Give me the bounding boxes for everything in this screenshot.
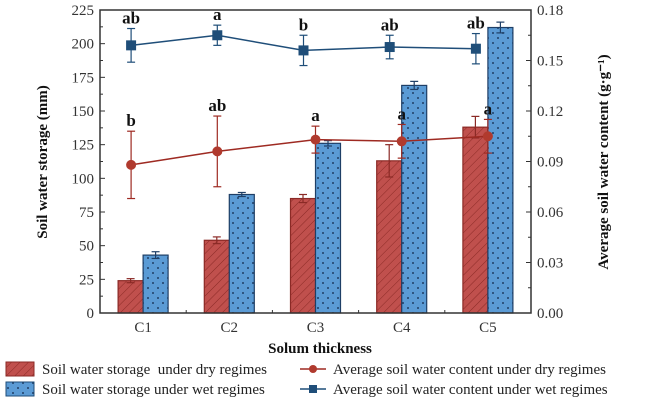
legend-item-dry-content: Average soil water content under dry reg… <box>300 362 606 378</box>
series-line <box>130 135 488 166</box>
bar <box>487 26 514 314</box>
y-tick-label: 225 <box>72 3 95 19</box>
significance-label: ab <box>122 9 140 28</box>
y-tick-label: 150 <box>72 104 95 120</box>
y-tick-label: 25 <box>79 272 94 288</box>
x-tick-label: C5 <box>479 320 497 336</box>
legend-swatch-dots <box>5 381 35 397</box>
data-point-square <box>212 30 223 41</box>
x-axis: C1 C2 C3 C4 C5 <box>134 310 497 336</box>
significance-label: ab <box>208 96 226 115</box>
bar <box>401 84 428 314</box>
bar <box>376 160 403 314</box>
data-point-square <box>384 42 395 53</box>
significance-label: b <box>126 111 135 130</box>
bar <box>314 142 342 314</box>
y-tick-label: 100 <box>72 171 95 187</box>
significance-label: a <box>397 104 406 123</box>
y2-tick-label: 0.00 <box>537 306 563 322</box>
y2-tick-label: 0.06 <box>537 205 564 221</box>
y2-tick-label: 0.18 <box>537 3 563 19</box>
significance-label: a <box>484 99 493 118</box>
significance-label: a <box>213 5 222 24</box>
data-point-square <box>126 40 137 51</box>
bar <box>117 280 144 314</box>
right-axis: 0.00 0.03 0.06 0.09 0.12 0.15 0.18 <box>526 3 564 322</box>
y-axis-title: Soil water storage (mm) <box>35 85 51 238</box>
legend-label: Soil water storage under dry regimes <box>42 362 267 378</box>
y2-tick-label: 0.03 <box>537 256 563 272</box>
legend-square-marker-icon <box>309 385 317 393</box>
x-tick-label: C1 <box>134 320 152 336</box>
significance-label: ab <box>381 15 399 34</box>
bar <box>203 239 230 314</box>
legend-item-dry-storage: Soil water storage under dry regimes <box>5 361 267 378</box>
y-tick-label: 0 <box>87 306 95 322</box>
legend-circle-marker-icon <box>309 365 317 373</box>
y2-axis-title: Average soil water content (g·g⁻¹) <box>596 54 612 269</box>
y2-tick-label: 0.12 <box>537 104 563 120</box>
y-tick-label: 50 <box>79 239 94 255</box>
x-axis-title: Solum thickness <box>268 341 372 357</box>
data-point-square <box>470 43 481 54</box>
x-tick-label: C4 <box>393 320 411 336</box>
bar <box>462 126 489 314</box>
legend-label: Average soil water content under wet reg… <box>333 382 608 398</box>
bar <box>228 193 255 314</box>
legend-item-wet-storage: Soil water storage under wet regimes <box>5 381 265 398</box>
data-point-circle <box>126 159 137 170</box>
legend: Soil water storage under dry regimes Soi… <box>5 361 608 398</box>
legend-item-wet-content: Average soil water content under wet reg… <box>300 382 608 398</box>
data-point-circle <box>482 131 493 142</box>
data-point-circle <box>310 134 321 145</box>
bar <box>289 197 317 314</box>
data-point-circle <box>212 146 223 157</box>
legend-swatch-hatch <box>5 361 35 377</box>
bars-layer <box>117 21 514 314</box>
significance-label: a <box>311 106 320 125</box>
y-tick-label: 75 <box>79 205 94 221</box>
x-tick-label: C2 <box>221 320 239 336</box>
legend-label: Average soil water content under dry reg… <box>333 362 606 378</box>
y2-tick-label: 0.15 <box>537 54 563 70</box>
y-tick-label: 125 <box>72 138 95 154</box>
data-point-circle <box>396 136 407 147</box>
y-tick-label: 175 <box>72 70 95 86</box>
significance-label: b <box>299 15 308 34</box>
y2-tick-label: 0.09 <box>537 155 563 171</box>
legend-label: Soil water storage under wet regimes <box>42 382 265 398</box>
bar <box>142 254 169 314</box>
x-tick-label: C3 <box>307 320 325 336</box>
significance-label: ab <box>467 14 485 33</box>
data-point-square <box>298 45 309 56</box>
left-axis: 0 25 50 75 100 125 150 175 200 225 <box>72 3 105 322</box>
y-tick-label: 200 <box>72 37 95 53</box>
